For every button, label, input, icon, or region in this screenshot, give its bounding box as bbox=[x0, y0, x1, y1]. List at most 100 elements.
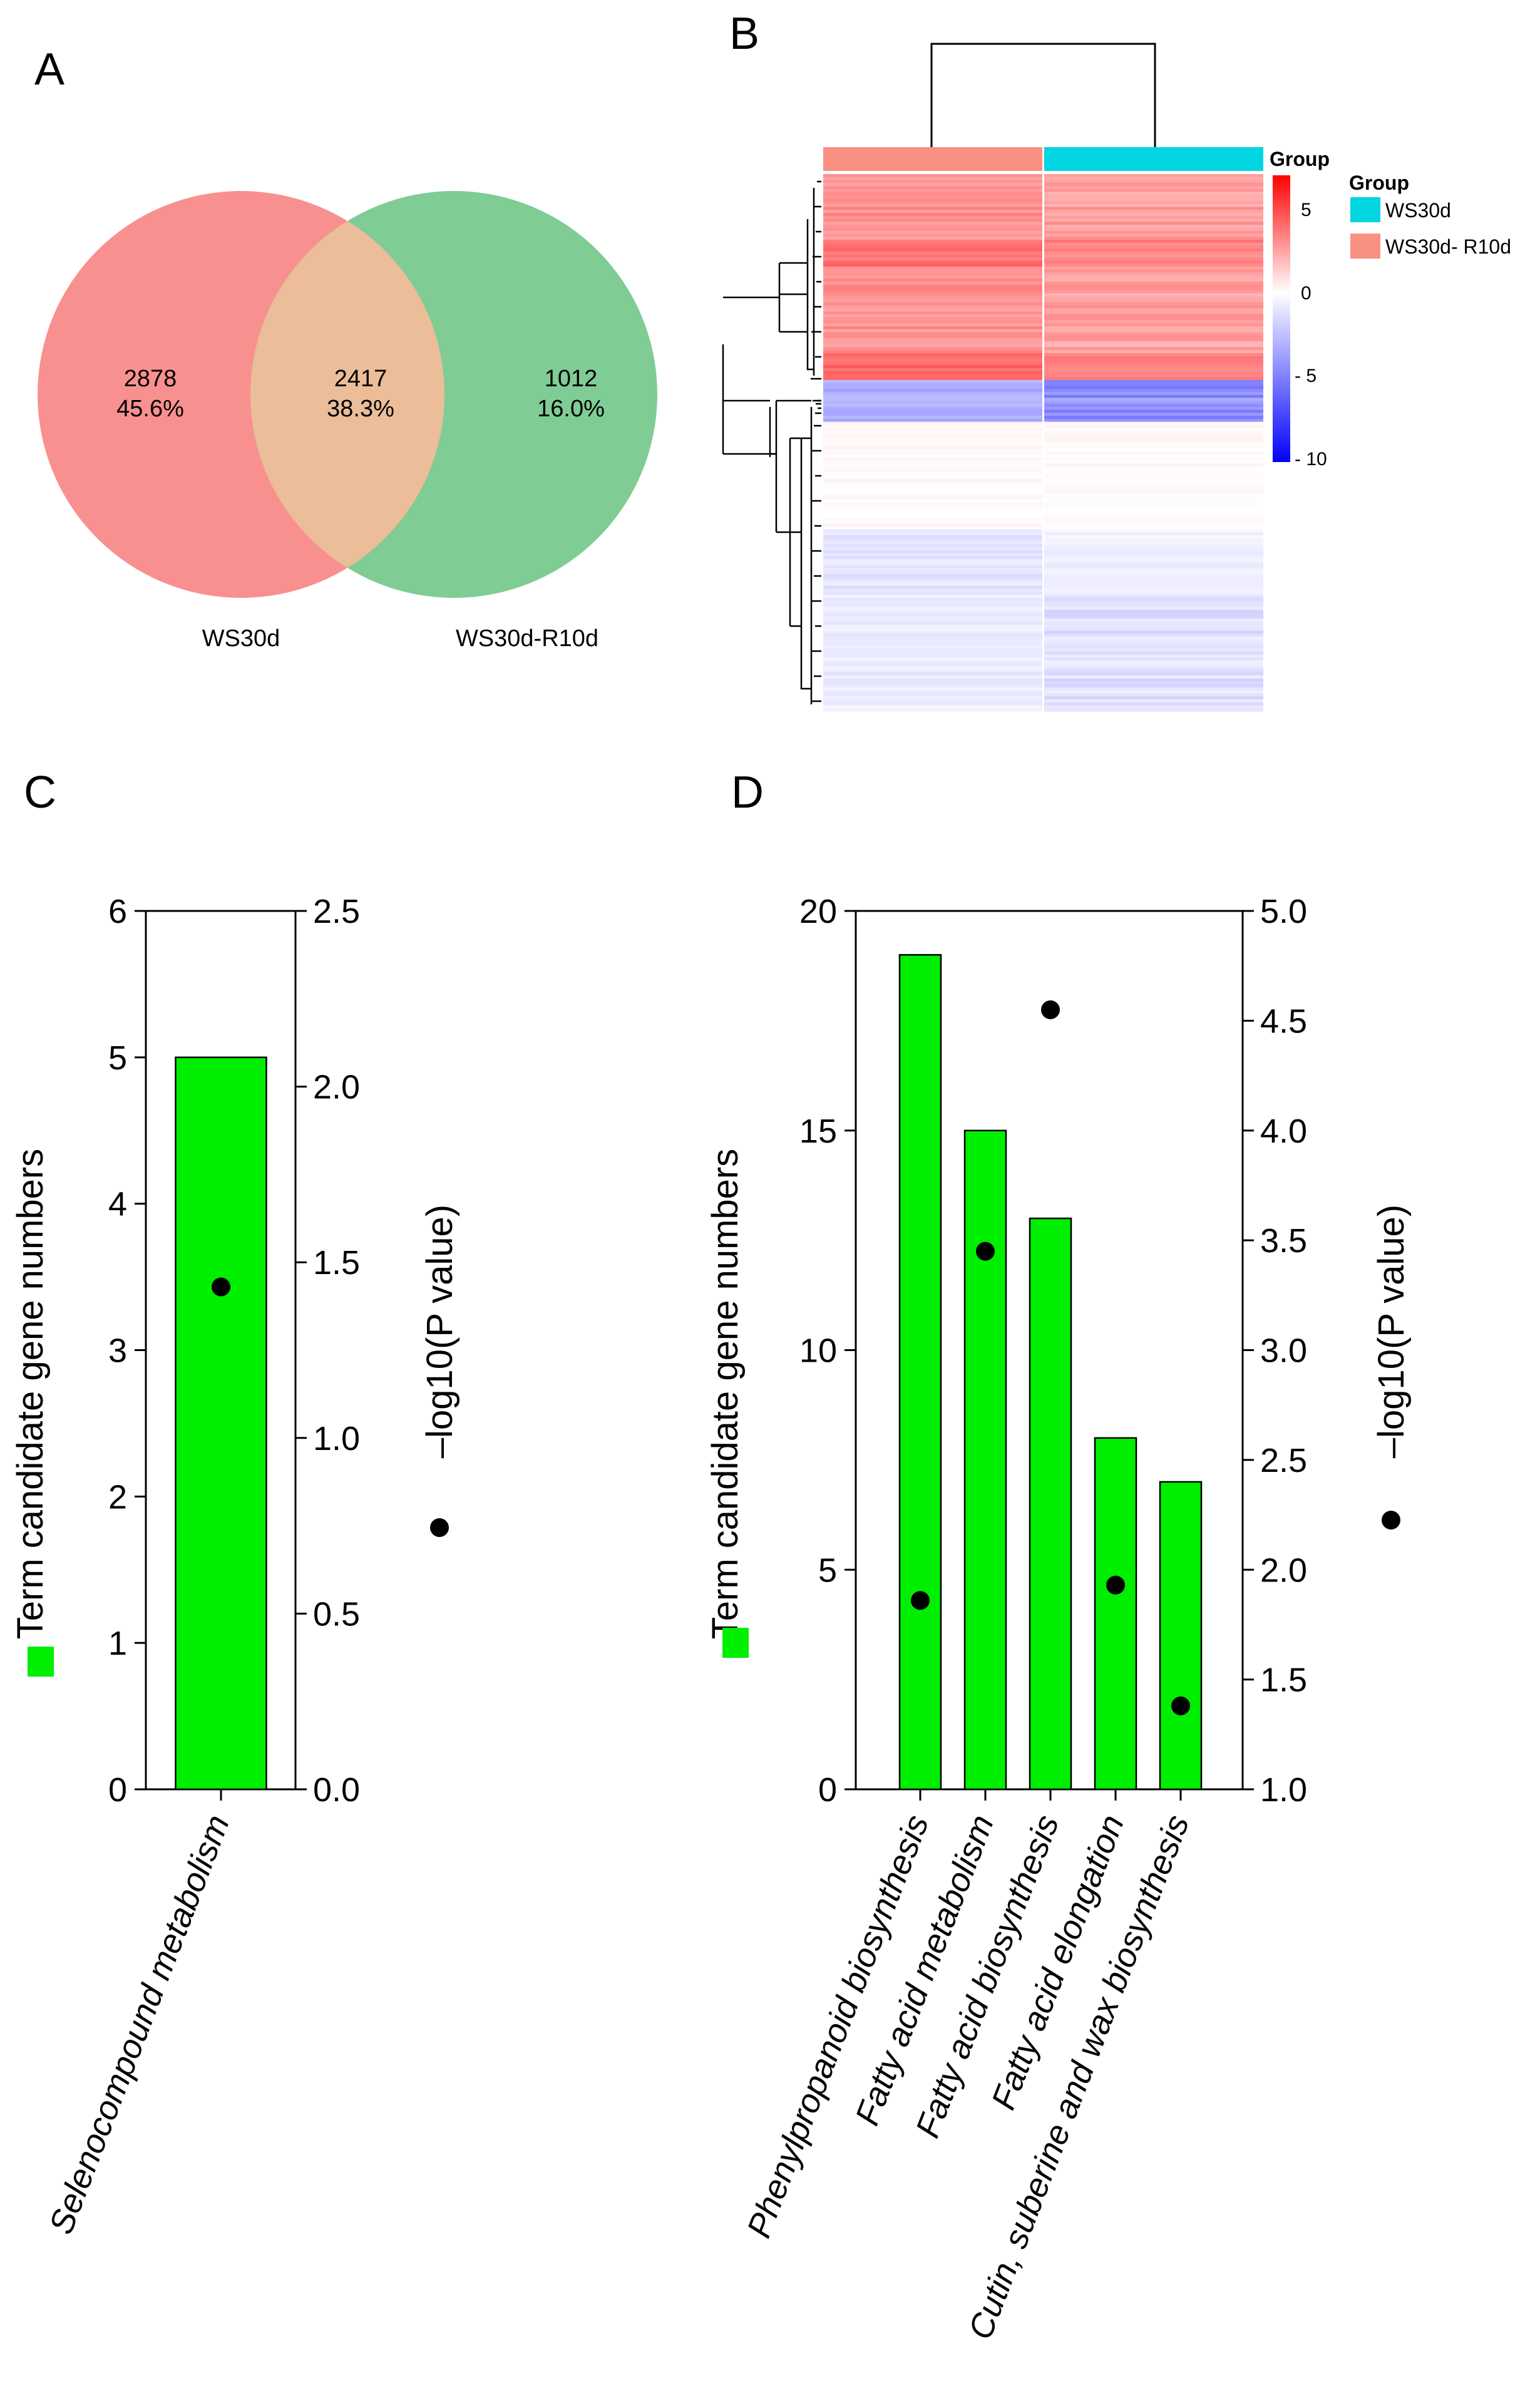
heatmap-cell bbox=[823, 374, 1042, 378]
column-dendrogram bbox=[930, 43, 1156, 147]
heatmap-cell bbox=[823, 406, 1042, 411]
left-tick-label: 2 bbox=[108, 1478, 127, 1516]
heatmap-cell bbox=[823, 359, 1042, 362]
heatmap-cell bbox=[823, 475, 1042, 479]
heatmap-cell bbox=[1044, 365, 1263, 369]
heatmap-cell bbox=[1044, 394, 1263, 399]
heatmap-cell bbox=[1044, 290, 1263, 294]
heatmap-cell bbox=[823, 532, 1042, 536]
heatmap-cell bbox=[1044, 669, 1263, 673]
heatmap-cell bbox=[1044, 496, 1263, 500]
heatmap-cell bbox=[1044, 529, 1263, 533]
legend-swatch-ws30d bbox=[1350, 197, 1380, 222]
heatmap-cell bbox=[1044, 278, 1263, 282]
heatmap-cell bbox=[1044, 541, 1263, 545]
heatmap-cell bbox=[823, 278, 1042, 282]
heatmap-cell bbox=[823, 332, 1042, 336]
left-tick-label: 0 bbox=[108, 1771, 127, 1809]
heatmap-cell bbox=[1044, 245, 1263, 249]
venn-overlap-count: 2417 bbox=[334, 366, 388, 392]
heatmap-cell bbox=[1044, 284, 1263, 288]
bar-fatty-acid-elongation bbox=[1094, 1437, 1137, 1791]
heatmap-cell bbox=[823, 436, 1042, 440]
heatmap-cell bbox=[823, 183, 1042, 187]
heatmap-cell bbox=[823, 404, 1042, 408]
heatmap-cell bbox=[823, 493, 1042, 497]
heatmap-cell bbox=[823, 222, 1042, 225]
heatmap-cell bbox=[1044, 183, 1263, 187]
heatmap-cell bbox=[823, 699, 1042, 703]
heatmap-cell bbox=[1044, 359, 1263, 362]
right-axis-title: –log10(P value) bbox=[419, 1205, 460, 1458]
heatmap-cell bbox=[1044, 428, 1263, 431]
heatmap-cell bbox=[1044, 657, 1263, 661]
heatmap-cell bbox=[823, 251, 1042, 255]
right-tick-label: 2.5 bbox=[313, 893, 360, 930]
heatmap-cell bbox=[823, 472, 1042, 476]
bar-legend-swatch bbox=[28, 1647, 54, 1677]
pvalue-dot-cutin-suberine-and-wax-biosynthesis bbox=[1171, 1696, 1190, 1715]
heatmap-cell bbox=[1044, 251, 1263, 255]
heatmap-cell bbox=[823, 225, 1042, 229]
heatmap-cell bbox=[1044, 215, 1263, 220]
heatmap-cell bbox=[823, 526, 1042, 530]
heatmap-cell bbox=[1044, 562, 1263, 566]
right-axis-title: –log10(P value) bbox=[1371, 1205, 1412, 1458]
heatmap-cell bbox=[823, 421, 1042, 425]
right-tick-label: 0.5 bbox=[313, 1595, 360, 1633]
heatmap-cell bbox=[1044, 651, 1263, 655]
heatmap-cell bbox=[823, 401, 1042, 404]
heatmap-cell bbox=[1044, 386, 1263, 389]
scale-tick-minus-5: - 5 bbox=[1295, 366, 1317, 386]
heatmap-cell bbox=[823, 227, 1042, 232]
heatmap-cell bbox=[1044, 242, 1263, 246]
legend-label-ws30d-r10d: WS30d- R10d bbox=[1385, 235, 1511, 258]
heatmap-cell bbox=[1044, 532, 1263, 536]
right-tick-label: 4.0 bbox=[1260, 1113, 1307, 1150]
heatmap-cell bbox=[823, 341, 1042, 345]
heatmap-cell bbox=[1044, 696, 1263, 700]
heatmap-cell bbox=[1044, 675, 1263, 679]
heatmap-cell bbox=[1044, 424, 1263, 428]
chart-d: 051015201.01.52.02.53.03.54.04.55.0Pheny… bbox=[705, 893, 1412, 2345]
heatmap-cell bbox=[1044, 580, 1263, 584]
heatmap-cell bbox=[823, 609, 1042, 614]
heatmap-cell bbox=[1044, 604, 1263, 607]
heatmap-cell bbox=[823, 550, 1042, 553]
heatmap-cell bbox=[1044, 379, 1263, 384]
legend-swatch-ws30d-r10d bbox=[1350, 234, 1380, 259]
heatmap-cell bbox=[1044, 693, 1263, 697]
heatmap-cell bbox=[1044, 493, 1263, 497]
heatmap-cell bbox=[823, 583, 1042, 587]
heatmap-cell bbox=[1044, 699, 1263, 703]
heatmap-cell bbox=[823, 448, 1042, 452]
heatmap-cell bbox=[823, 678, 1042, 682]
heatmap-cell bbox=[1044, 406, 1263, 411]
heatmap-cell bbox=[1044, 391, 1263, 396]
heatmap-cell bbox=[823, 249, 1042, 252]
heatmap-cell bbox=[823, 418, 1042, 423]
category-label-selenocompound-metabolism: Selenocompound metabolism bbox=[42, 1810, 237, 2239]
bar-cutin-suberine-and-wax-biosynthesis bbox=[1159, 1481, 1203, 1791]
heatmap-cell bbox=[823, 371, 1042, 374]
heatmap-cell bbox=[823, 293, 1042, 297]
heatmap-cell bbox=[1044, 619, 1263, 622]
heatmap-cell bbox=[1044, 430, 1263, 434]
right-tick-label: 1.0 bbox=[313, 1420, 360, 1457]
right-tick-label: 2.0 bbox=[313, 1069, 360, 1106]
heatmap-cell bbox=[823, 660, 1042, 664]
heatmap-cell bbox=[823, 645, 1042, 649]
heatmap-cell bbox=[1044, 472, 1263, 476]
right-tick-label: 2.5 bbox=[1260, 1442, 1307, 1479]
heatmap-cell bbox=[1044, 636, 1263, 640]
annotation-label: Group bbox=[1270, 148, 1330, 170]
heatmap-cell bbox=[1044, 210, 1263, 213]
heatmap-cell bbox=[1044, 287, 1263, 291]
heatmap-cell bbox=[1044, 463, 1263, 467]
heatmap-cell bbox=[823, 180, 1042, 183]
heatmap-cell bbox=[1044, 550, 1263, 553]
heatmap-cell bbox=[1044, 609, 1263, 614]
scale-tick-minus-10: - 10 bbox=[1295, 449, 1327, 470]
heatmap-cell bbox=[1044, 460, 1263, 464]
heatmap-cell bbox=[1044, 239, 1263, 244]
